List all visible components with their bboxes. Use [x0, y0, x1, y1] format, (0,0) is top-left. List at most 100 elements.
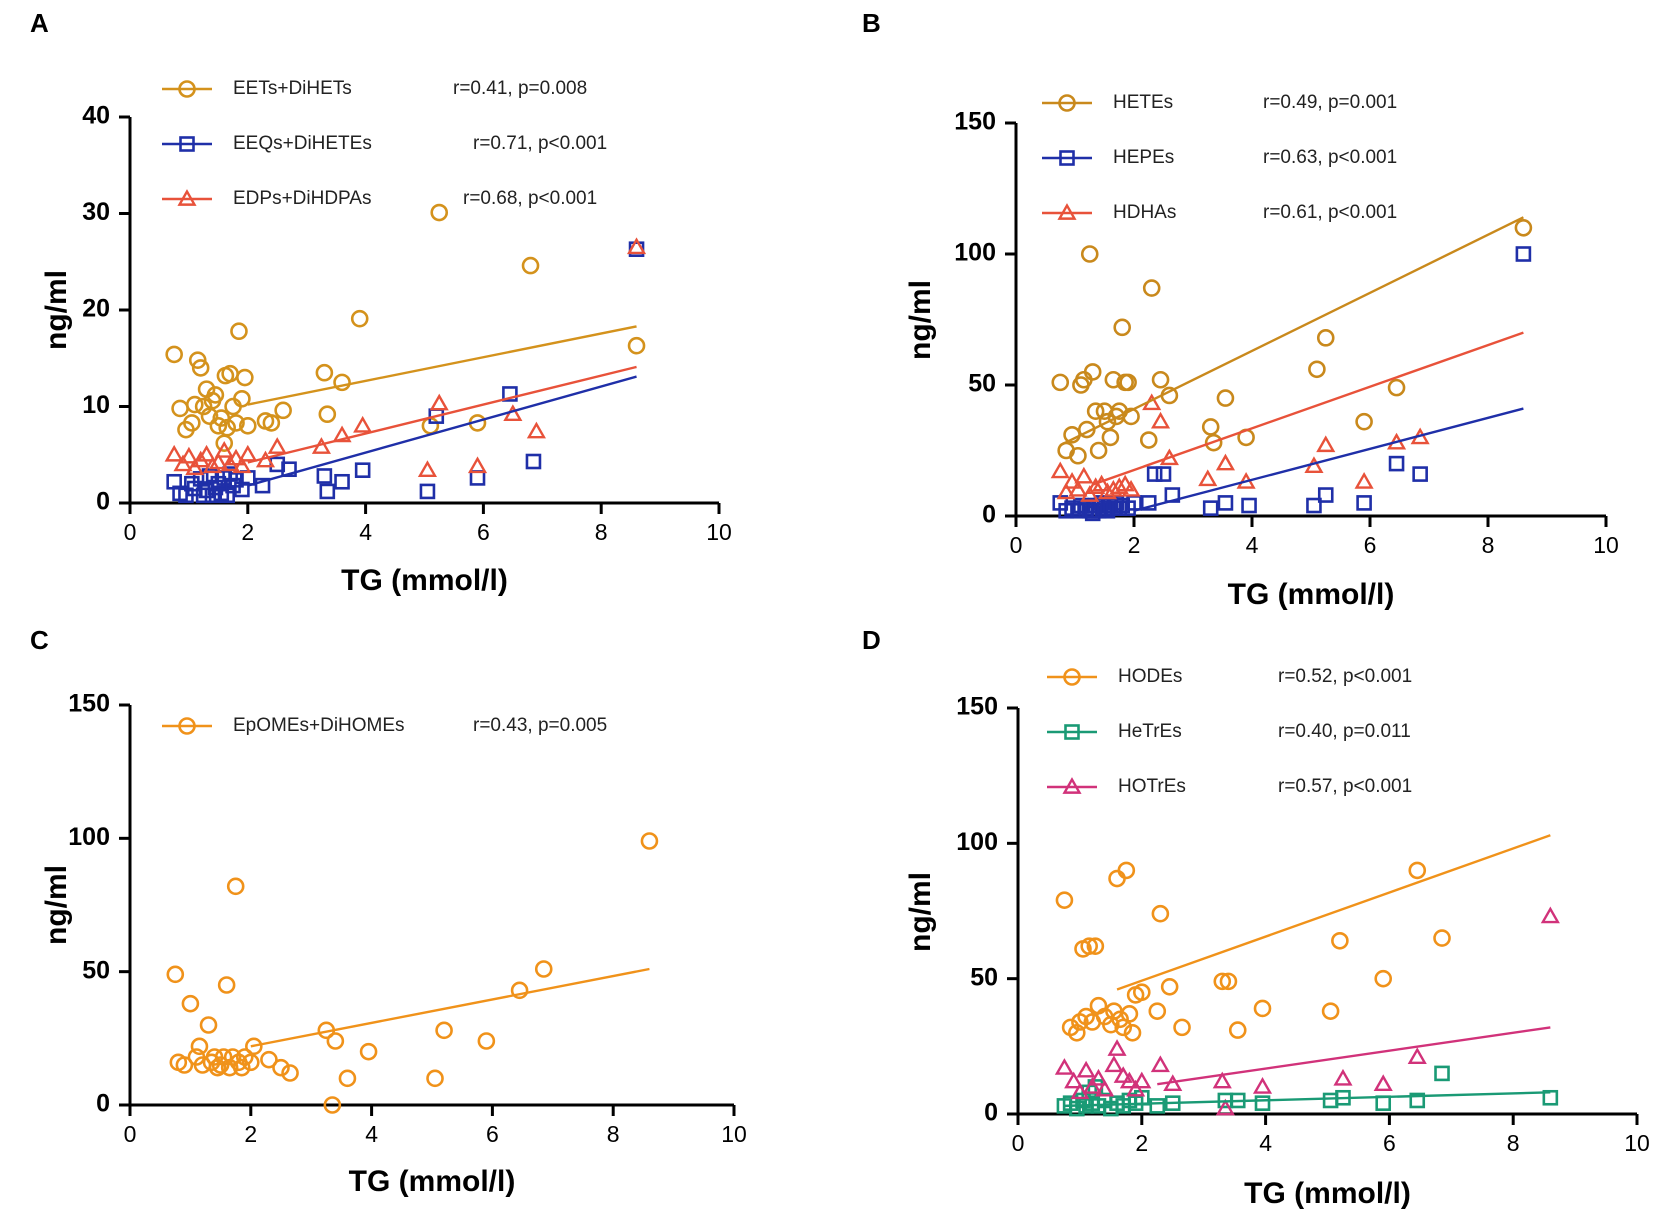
data-point	[1254, 1095, 1271, 1111]
data-point	[326, 1032, 345, 1050]
legend-label: HODEs	[1118, 666, 1182, 687]
data-point	[1407, 1047, 1427, 1064]
data-point	[1212, 1071, 1232, 1089]
data-point	[1101, 428, 1120, 447]
data-point	[1408, 861, 1427, 880]
data-point	[429, 393, 449, 411]
data-point	[1108, 869, 1126, 888]
data-point	[232, 1058, 251, 1077]
legend-label: HeTrEs	[1118, 721, 1182, 742]
data-point	[1374, 969, 1393, 988]
regression-line	[247, 325, 637, 406]
legend-marker	[178, 717, 196, 735]
data-point	[526, 421, 546, 439]
legend-stat: r=0.63, p<0.001	[1263, 147, 1397, 168]
data-point	[1080, 937, 1098, 955]
data-point	[1113, 318, 1131, 337]
y-tick-label: 50	[82, 956, 110, 984]
y-tick-label: 150	[68, 690, 110, 718]
data-point	[206, 386, 225, 404]
data-point	[1151, 370, 1170, 389]
x-tick-label: 0	[124, 1121, 137, 1147]
data-point	[165, 345, 183, 364]
data-point	[1202, 500, 1219, 516]
data-point	[1433, 929, 1451, 947]
data-point	[1088, 1068, 1109, 1086]
data-point	[1111, 1010, 1129, 1029]
data-point	[359, 1042, 378, 1061]
x-tick-label: 10	[706, 519, 732, 545]
data-point	[430, 203, 449, 222]
data-point	[1068, 1024, 1086, 1042]
x-axis-title: TG (mmol/l)	[341, 564, 508, 597]
data-point	[1139, 431, 1158, 449]
data-point	[353, 415, 373, 433]
x-tick-label: 4	[365, 1121, 378, 1147]
x-tick-label: 0	[124, 519, 137, 545]
y-tick-label: 100	[954, 239, 996, 267]
data-point	[334, 473, 350, 490]
data-point	[1050, 461, 1070, 479]
data-point	[1375, 1095, 1392, 1111]
series-hetes	[1051, 219, 1533, 465]
y-axis-title: ng/ml	[904, 872, 937, 952]
legend-marker	[1062, 777, 1082, 794]
data-point	[262, 414, 281, 432]
legend: HETEs r=0.49, p=0.001 HEPEs r=0.63, p<0.001…	[1042, 92, 1397, 223]
x-tick-label: 4	[359, 519, 372, 545]
x-tick-label: 6	[486, 1121, 499, 1147]
data-point	[214, 440, 234, 458]
legend-marker	[1063, 668, 1081, 686]
data-point	[199, 1016, 218, 1034]
data-point	[469, 470, 486, 486]
x-tick-label: 10	[1593, 532, 1619, 558]
data-point	[171, 399, 189, 418]
y-tick-label: 100	[68, 823, 110, 851]
x-tick-label: 6	[477, 519, 490, 545]
data-point	[274, 401, 292, 420]
data-point	[318, 405, 337, 424]
data-point	[1149, 1098, 1166, 1114]
data-point	[435, 1021, 453, 1040]
legend-label: HEPEs	[1113, 147, 1174, 168]
data-point	[1213, 972, 1232, 991]
data-point	[233, 389, 251, 408]
data-point	[209, 416, 228, 435]
data-point	[1160, 977, 1179, 996]
panel-a: A 0 10 20 30 40 0 2 4 6 8 10 TG (mmol/l) ng/ml EETs+Di…	[30, 8, 732, 597]
data-point	[1356, 495, 1372, 511]
data-point	[1514, 219, 1533, 237]
legend: EpOMEs+DiHOMEs r=0.43, p=0.005	[162, 715, 607, 736]
y-tick-label: 0	[96, 1090, 110, 1118]
y-tick-label: 50	[970, 963, 998, 991]
y-tick-label: 150	[956, 693, 998, 721]
data-point	[323, 1096, 342, 1114]
series-edps-dihdpas	[164, 237, 647, 478]
data-point	[1095, 1079, 1115, 1097]
data-point	[315, 363, 334, 382]
legend-stat: r=0.71, p<0.001	[473, 133, 607, 154]
x-axis-title: TG (mmol/l)	[1228, 578, 1395, 611]
data-point	[190, 1037, 209, 1056]
x-tick-label: 2	[244, 1121, 257, 1147]
legend-marker	[1059, 150, 1075, 166]
data-point	[227, 414, 245, 432]
series-hotres	[1054, 906, 1560, 1116]
data-point	[1070, 1082, 1090, 1100]
data-point	[1216, 389, 1235, 407]
data-point	[626, 237, 647, 255]
data-point	[1241, 497, 1257, 514]
legend-label: EDPs+DiHDPAs	[233, 188, 371, 209]
data-point	[1201, 418, 1220, 436]
series-epomes-dihomes	[166, 832, 659, 1114]
data-point	[164, 444, 184, 462]
regression-line	[247, 375, 637, 487]
data-point	[183, 414, 201, 432]
legend-label: HOTrEs	[1118, 776, 1186, 797]
regression-line	[1092, 331, 1524, 486]
data-point	[211, 1056, 230, 1074]
x-tick-label: 0	[1012, 1130, 1025, 1156]
data-point	[1121, 479, 1141, 497]
data-point	[1086, 402, 1105, 421]
data-point	[1132, 1071, 1152, 1089]
